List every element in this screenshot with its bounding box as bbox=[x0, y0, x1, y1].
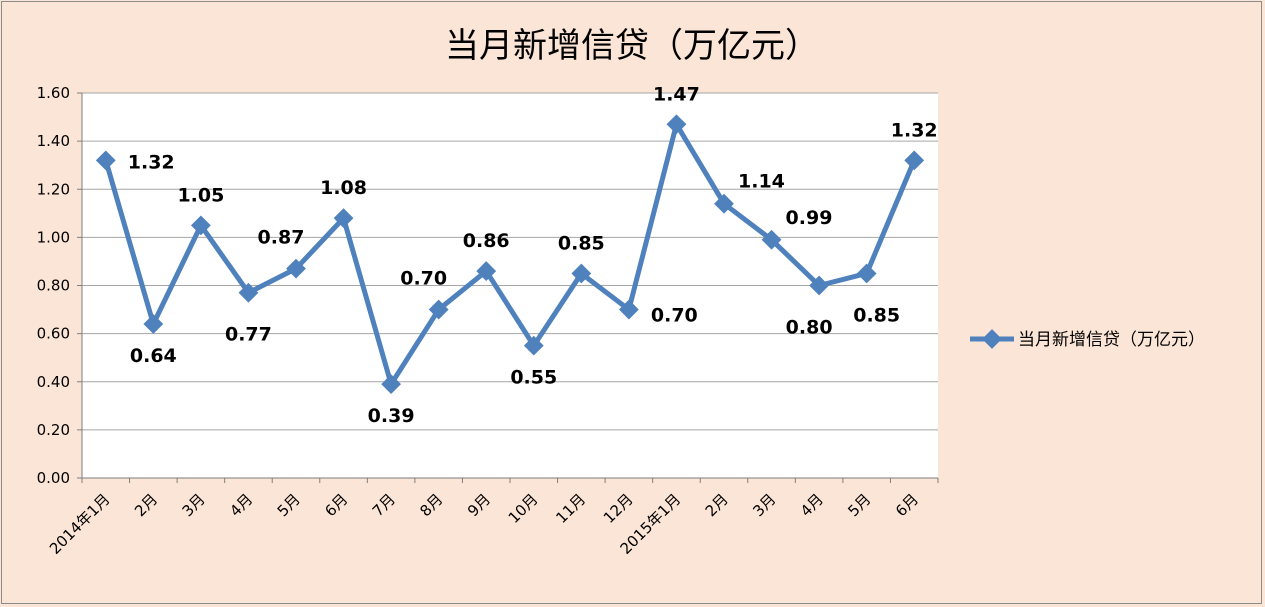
data-labels: 1.32 0.64 1.05 0.77 0.87 1.08 0.39 0.70 0.86 0.55… bbox=[128, 83, 938, 427]
legend-marker-swatch bbox=[982, 329, 1002, 349]
x-tick-label: 11月 bbox=[552, 490, 589, 527]
x-tick-label: 7月 bbox=[369, 490, 399, 520]
data-label: 0.39 bbox=[368, 405, 415, 427]
data-point bbox=[856, 263, 877, 284]
y-axis-ticks: 0.00 0.20 0.40 0.60 0.80 1.00 1.20 1.40 1.60 bbox=[37, 84, 70, 487]
x-tick-label: 4月 bbox=[797, 490, 827, 520]
x-tick-label: 3月 bbox=[179, 490, 209, 520]
data-label: 0.99 bbox=[786, 207, 833, 229]
x-tick-label: 8月 bbox=[416, 490, 446, 520]
data-label: 0.55 bbox=[510, 367, 557, 389]
y-tick-label: 1.60 bbox=[37, 84, 70, 102]
data-point bbox=[428, 299, 449, 320]
x-tick-label: 6月 bbox=[321, 490, 351, 520]
data-label: 0.70 bbox=[400, 268, 447, 290]
data-label: 1.32 bbox=[128, 151, 175, 173]
data-label: 0.64 bbox=[130, 345, 177, 367]
y-tick-label: 1.20 bbox=[37, 180, 70, 198]
data-point bbox=[143, 314, 164, 334]
x-tick-label: 5月 bbox=[844, 490, 874, 520]
data-point bbox=[381, 374, 402, 395]
chart-title: 当月新增信贷（万亿元） bbox=[445, 26, 819, 66]
y-tick-label: 0.00 bbox=[37, 469, 70, 487]
y-tick-label: 1.00 bbox=[37, 228, 70, 246]
gridlines bbox=[77, 92, 939, 483]
data-label: 0.86 bbox=[463, 230, 510, 252]
y-tick-label: 0.60 bbox=[37, 325, 70, 343]
x-tick-label: 3月 bbox=[749, 490, 779, 520]
data-point bbox=[523, 335, 544, 356]
data-label: 1.47 bbox=[653, 83, 700, 105]
data-label: 0.85 bbox=[558, 232, 605, 254]
x-tick-label: 2014年1月 bbox=[46, 490, 114, 558]
data-label: 0.87 bbox=[258, 227, 305, 249]
data-point bbox=[286, 258, 306, 279]
x-tick-label: 4月 bbox=[226, 490, 256, 520]
x-tick-label: 9月 bbox=[464, 490, 494, 520]
data-label: 1.32 bbox=[891, 119, 938, 141]
data-point bbox=[809, 275, 830, 296]
x-tick-label: 2月 bbox=[131, 490, 161, 520]
x-tick-label: 12月 bbox=[600, 490, 637, 527]
legend: 当月新增信贷（万亿元） bbox=[970, 329, 1205, 350]
data-label: 0.85 bbox=[853, 304, 900, 326]
y-tick-label: 0.20 bbox=[37, 421, 70, 439]
y-tick-label: 0.80 bbox=[37, 277, 70, 295]
data-point bbox=[95, 150, 116, 171]
data-point bbox=[190, 215, 211, 236]
x-tick-label: 6月 bbox=[892, 490, 922, 520]
data-point bbox=[618, 299, 639, 320]
data-point bbox=[476, 261, 497, 281]
data-point bbox=[238, 282, 259, 303]
y-tick-label: 0.40 bbox=[37, 373, 70, 391]
data-label: 0.77 bbox=[225, 324, 272, 346]
legend-entry: 当月新增信贷（万亿元） bbox=[1018, 330, 1205, 350]
x-tick-label: 10月 bbox=[505, 490, 542, 527]
data-point bbox=[333, 208, 354, 229]
series-line bbox=[103, 121, 917, 387]
data-point bbox=[571, 263, 592, 284]
data-label: 0.70 bbox=[651, 305, 698, 327]
x-tick-label: 2月 bbox=[702, 490, 732, 520]
data-label: 1.08 bbox=[320, 177, 367, 199]
data-label: 0.80 bbox=[786, 317, 833, 339]
x-tick-label: 5月 bbox=[274, 490, 304, 520]
y-tick-label: 1.40 bbox=[37, 132, 70, 150]
data-label: 1.14 bbox=[738, 171, 785, 193]
data-label: 1.05 bbox=[177, 184, 224, 206]
